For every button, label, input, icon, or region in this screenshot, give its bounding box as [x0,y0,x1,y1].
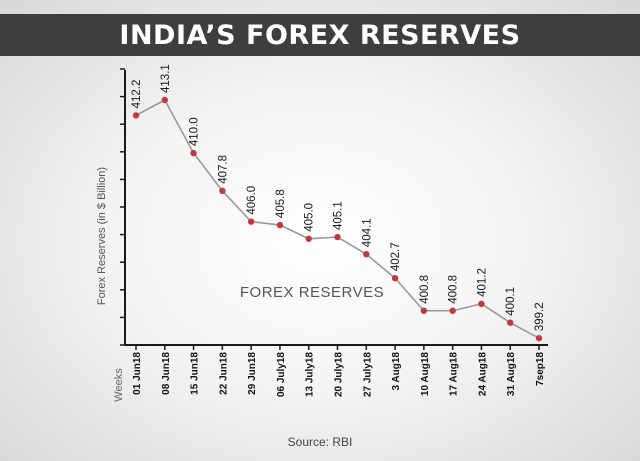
x-tick-label: 10 Aug18 [420,352,431,397]
x-tick-label: 01 Jun18 [132,352,143,395]
data-label: 406.0 [246,186,258,215]
data-point [363,250,370,258]
x-tick-label: 06 July18 [276,352,287,397]
x-axis-label: Weeks [113,368,125,402]
chart-title: INDIA’S FOREX RESERVES [119,19,521,51]
data-label: 404.1 [361,218,373,247]
x-tick-label: 13 July18 [305,352,316,397]
x-tick-labels: 01 Jun18 08 Jun18 15 Jun18 22 Jun18 29 Jun18… [132,345,546,397]
data-point [507,319,514,326]
data-point [334,233,341,241]
x-tick-label: 22 Jun18 [218,352,229,395]
data-point [420,307,428,314]
data-label: 401.2 [476,268,488,297]
data-point [247,218,255,225]
data-label: 412.2 [131,80,143,109]
y-ticks [120,68,125,346]
x-tick-label: 24 Aug18 [477,352,488,397]
data-label: 413.1 [160,64,172,93]
data-point [478,300,485,308]
data-point [535,334,543,342]
data-point [305,235,312,242]
data-point [161,96,168,104]
data-points [132,96,543,342]
data-point [219,187,226,194]
data-label: 405.1 [333,201,345,230]
data-point [391,274,399,282]
data-label: 402.7 [390,242,402,271]
x-tick-label: 08 Jun18 [161,352,172,395]
data-label: 407.8 [217,155,229,184]
data-label: 410.0 [189,117,201,146]
data-point [190,149,197,157]
data-point [449,307,456,314]
x-tick-label: 7sep18 [535,352,546,386]
value-labels: 412.2 413.1 410.0 407.8 406.0 405.8 405.0 405.1… [131,64,546,331]
series-annotation: FOREX RESERVES [240,284,384,301]
x-tick-label: 31 Aug18 [506,352,517,397]
data-label: 405.8 [275,189,287,218]
x-tick-label: 15 Jun18 [190,352,201,395]
title-bar: INDIA’S FOREX RESERVES [0,14,640,56]
data-point [276,221,284,229]
source-note: Source: RBI [287,435,353,449]
data-label: 400.8 [419,275,431,304]
x-tick-label: 17 Aug18 [449,352,460,397]
x-tick-label: 27 July18 [362,352,373,397]
data-label: 399.2 [534,302,546,331]
x-tick-label: 29 Jun18 [247,352,258,395]
data-point [132,112,140,119]
data-label: 405.0 [304,203,316,232]
x-tick-label: 20 July18 [334,352,345,397]
data-label: 400.1 [505,287,517,316]
y-axis-label: Forex Reserves (in $ Billion) [96,167,108,305]
x-tick-label: 3 Aug18 [391,352,402,391]
data-label: 400.8 [448,275,460,304]
